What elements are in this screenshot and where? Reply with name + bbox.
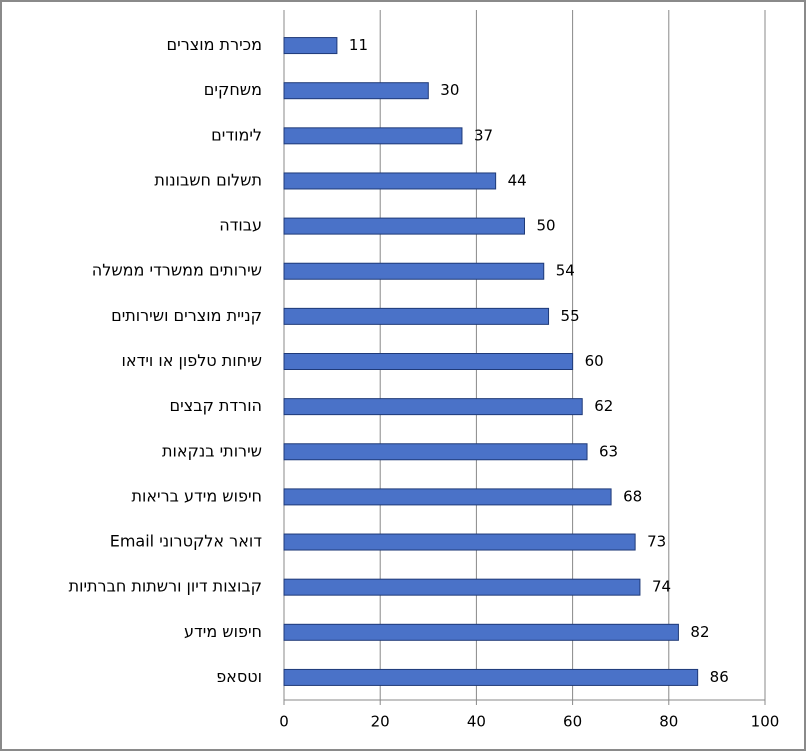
y-tick-label: חיפוש מידע בריאות: [131, 486, 262, 505]
y-tick-label: דואר אלקטרוני Email: [110, 532, 263, 551]
bar: [283, 82, 429, 100]
y-tick-label: הורדת קבצים: [170, 396, 262, 415]
y-tick-label: משחקים: [204, 80, 262, 99]
bar: [283, 578, 641, 596]
x-tick-label: 40: [467, 713, 486, 731]
value-label: 82: [690, 623, 709, 641]
value-label: 62: [594, 397, 613, 415]
y-tick-label: שירותי בנקאות: [162, 441, 262, 460]
value-label: 54: [556, 262, 575, 280]
bar: [283, 488, 612, 506]
value-label: 86: [710, 668, 729, 686]
bar: [283, 217, 525, 235]
bar: [283, 353, 574, 370]
value-label: 55: [561, 307, 580, 325]
x-tick-label: 100: [751, 713, 780, 731]
value-label: 68: [623, 487, 642, 505]
y-tick-label: קניית מוצרים ושירותים: [111, 306, 262, 325]
value-label: 60: [585, 352, 604, 370]
value-label: 63: [599, 442, 618, 460]
value-label: 74: [652, 578, 671, 596]
bar: [283, 443, 588, 461]
x-tick-label: 0: [279, 713, 289, 731]
value-label: 50: [537, 217, 556, 235]
value-label: 44: [508, 171, 527, 189]
value-label: 30: [440, 81, 459, 99]
bar: [283, 262, 545, 280]
y-tick-label: עבודה: [219, 216, 262, 235]
bar: [283, 398, 583, 416]
y-tick-label: קבוצות דיון ורשתות חברתיות: [69, 577, 262, 596]
y-tick-label: חיפוש מידע: [184, 622, 262, 641]
bar: [283, 127, 463, 145]
x-tick-label: 80: [659, 713, 678, 731]
bar: [283, 533, 636, 551]
x-tick-label: 20: [371, 713, 390, 731]
y-tick-label: תשלום חשבונות: [154, 170, 262, 189]
y-tick-label: וטסאפ: [216, 667, 262, 686]
bar: [283, 668, 699, 686]
value-label: 37: [474, 126, 493, 144]
x-tick-label: 60: [563, 713, 582, 731]
bar: [283, 623, 679, 641]
y-tick-label: שירותים ממשרדי ממשלה: [92, 261, 262, 280]
bar: [283, 307, 550, 325]
value-label: 73: [647, 533, 666, 551]
y-tick-label: מכירת מוצרים: [167, 35, 262, 54]
y-tick-label: שיחות טלפון או וידאו: [122, 351, 262, 370]
bar: [283, 37, 338, 55]
value-label: 11: [349, 36, 368, 54]
bar: [283, 172, 497, 190]
y-tick-label: לימודים: [211, 125, 262, 144]
